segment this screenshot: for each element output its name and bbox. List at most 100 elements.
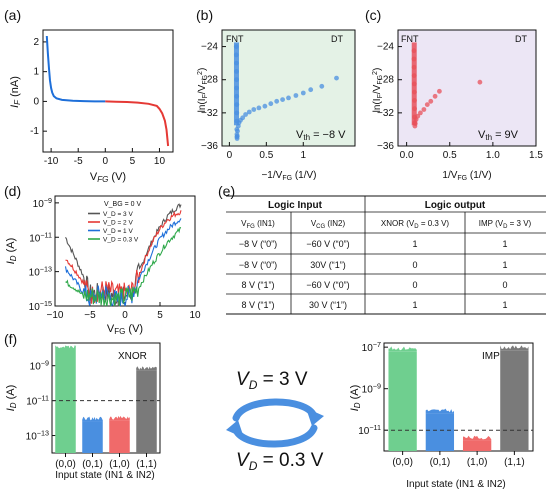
xtick-label: 0.5 bbox=[259, 150, 273, 161]
xtick-label: 0 bbox=[227, 150, 233, 161]
data-point bbox=[235, 128, 240, 134]
table-cell: −60 V (“0”) bbox=[306, 280, 349, 290]
panel-a-xlabel: VFG (V) bbox=[90, 171, 126, 184]
bar-noise-top bbox=[500, 345, 529, 351]
panel-f-label: (f) bbox=[4, 331, 17, 347]
panel-c-annotation: Vth = 9V bbox=[478, 129, 519, 142]
a-xtick-label: -10 bbox=[44, 156, 59, 167]
data-point bbox=[432, 93, 438, 99]
data-point bbox=[234, 133, 240, 139]
data-point bbox=[411, 56, 417, 62]
ytick-label: −28 bbox=[201, 75, 218, 86]
data-point bbox=[256, 105, 262, 111]
data-point bbox=[234, 60, 239, 66]
d-legend-label: V_D = 1 V bbox=[103, 228, 133, 235]
f-xtick-label: (0,0) bbox=[392, 457, 413, 468]
data-point bbox=[415, 113, 421, 119]
bar-(1,1) bbox=[500, 350, 529, 451]
a-xtick-label: 0 bbox=[103, 156, 109, 167]
data-point bbox=[233, 52, 239, 58]
panel-f-imp-xlabel: Input state (IN1 & IN2) bbox=[406, 479, 506, 490]
data-point bbox=[234, 77, 240, 83]
dense-band bbox=[233, 42, 239, 126]
d-legend-label: V_D = 0.3 V bbox=[103, 237, 139, 244]
xtick-label: 1 bbox=[300, 150, 306, 161]
data-point bbox=[262, 103, 268, 109]
d-ytick-label: 10−11 bbox=[29, 230, 52, 244]
data-point bbox=[286, 95, 291, 101]
panel-f-imp-title: IMP bbox=[482, 351, 500, 362]
panel-d: (d) −10 −5 0 5 10 10−9 10−11 10−13 10−15 V_BG = … bbox=[4, 183, 201, 336]
xtick-label: 0.0 bbox=[400, 150, 414, 161]
data-point bbox=[411, 64, 417, 70]
logic-table: Logic Input Logic output VFG (IN1) VCG (IN2… bbox=[226, 195, 546, 315]
data-point bbox=[234, 102, 240, 107]
panel-b-xlabel: −1/VFG (1/V) bbox=[261, 170, 316, 182]
data-point bbox=[424, 102, 430, 107]
data-point bbox=[411, 48, 417, 54]
data-point bbox=[234, 110, 240, 116]
data-point bbox=[234, 93, 240, 99]
panel-c-xlabel: 1/VFG (1/V) bbox=[442, 170, 491, 182]
data-point bbox=[437, 88, 442, 94]
a-xtick-label: -5 bbox=[74, 156, 83, 167]
f-xtick-label: (1,0) bbox=[467, 457, 488, 468]
panel-e: (e) Logic Input Logic output VFG (IN1) VCG … bbox=[218, 183, 546, 315]
panel-c-region-left: FNT bbox=[401, 34, 419, 44]
data-point bbox=[418, 110, 423, 116]
d-xtick-label: −10 bbox=[47, 310, 64, 321]
ytick-label: −36 bbox=[377, 141, 394, 152]
panel-f: (f) 10−9 10−11 10−13 (0,0) (0,1) (1,0) (1,1) X… bbox=[4, 331, 534, 490]
panel-b-annotation: Vth = −8 V bbox=[296, 129, 346, 142]
d-ytick-label: 10−15 bbox=[29, 299, 52, 313]
panel-a-ylabel: IF (nA) bbox=[9, 76, 22, 108]
table-cell: 30V (“1”) bbox=[310, 260, 346, 270]
data-point bbox=[477, 79, 483, 85]
bar-(1,1) bbox=[136, 370, 157, 453]
data-point bbox=[412, 121, 418, 126]
data-point bbox=[280, 97, 285, 102]
panel-b: (b) 0 0.5 1−24−28−32−36 FNT DT Vth = −8 V … bbox=[196, 7, 356, 182]
table-col-header: XNOR (VD = 0.3 V) bbox=[381, 219, 449, 230]
bar-(0,0) bbox=[388, 351, 417, 451]
a-series-line-0 bbox=[45, 35, 106, 103]
panel-f-imp-ylabel: ID (A) bbox=[349, 385, 362, 412]
bar-(0,1) bbox=[425, 413, 455, 451]
data-point bbox=[428, 98, 434, 104]
a-series-line-1 bbox=[105, 100, 170, 147]
d-legend-label: V_D = 3 V bbox=[103, 211, 133, 218]
bar-noise-top bbox=[109, 415, 130, 421]
f-ytick-label: 10−11 bbox=[26, 394, 49, 408]
table-cell: −8 V (“0”) bbox=[239, 260, 277, 270]
table-cell: 0 bbox=[412, 260, 417, 270]
panel-f-xnor-xlabel: Input state (IN1 & IN2) bbox=[55, 470, 155, 481]
data-point bbox=[412, 89, 417, 95]
d-legend-header: V_BG = 0 V bbox=[104, 201, 141, 208]
panel-f-xnor-title: XNOR bbox=[118, 351, 147, 362]
a-ytick-label: -1 bbox=[30, 126, 39, 137]
f-ytick-label: 10−9 bbox=[362, 382, 381, 396]
f-xtick-label: (0,0) bbox=[55, 459, 76, 470]
panel-d-ylabel: ID (A) bbox=[5, 238, 18, 265]
xtick-label: 1.0 bbox=[486, 150, 500, 161]
panel-d-plot bbox=[64, 203, 182, 307]
bar-(1,0) bbox=[109, 420, 130, 453]
data-point bbox=[334, 75, 339, 81]
vd-top-label: VD = 3 V bbox=[236, 369, 308, 392]
table-cell: 1 bbox=[502, 260, 507, 270]
ytick-label: −28 bbox=[377, 75, 394, 86]
panel-d-label: (d) bbox=[4, 183, 21, 199]
table-cell: 30 V (“1”) bbox=[309, 300, 347, 310]
panel-b-frame bbox=[221, 29, 356, 147]
f-ytick-label: 10−9 bbox=[30, 359, 49, 373]
bar-noise-top bbox=[55, 345, 76, 350]
d-xtick-label: −5 bbox=[84, 310, 96, 321]
f-xtick-label: (1,1) bbox=[136, 459, 157, 470]
table-cell: 8 V (“1”) bbox=[241, 280, 274, 290]
bar-noise-top bbox=[425, 408, 455, 414]
d-ytick-label: 10−13 bbox=[29, 265, 52, 279]
bar-noise-top bbox=[82, 416, 103, 422]
panel-c: (c) 0.0 0.5 1.0 1.5 −24 −28 −32 −36 FNT DT Vth … bbox=[365, 7, 543, 182]
